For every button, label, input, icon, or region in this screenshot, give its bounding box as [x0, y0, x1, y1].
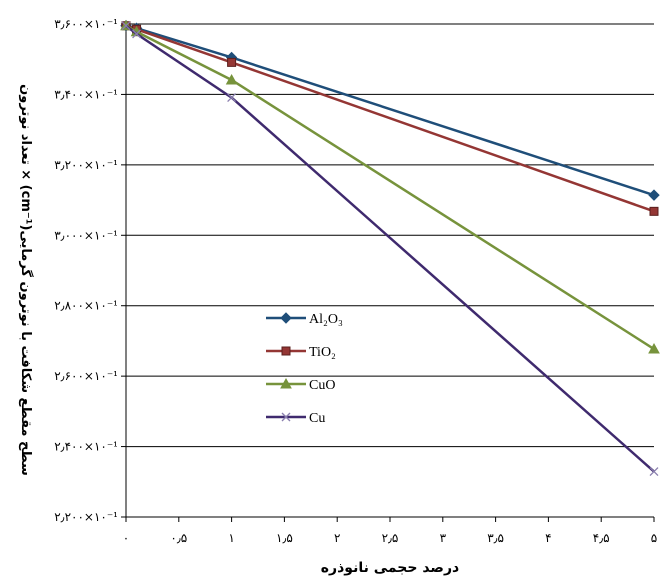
series-line-diamond	[125, 24, 655, 197]
y-tick-label: ۳٫۴۰۰×۱۰⁻¹	[54, 87, 118, 101]
x-tick-label: ۴	[545, 531, 551, 545]
data-point-square	[227, 57, 237, 67]
data-point-x	[132, 29, 142, 39]
legend-marker	[281, 412, 291, 422]
y-tick-label: ۲٫۲۰۰×۱۰⁻¹	[54, 510, 118, 524]
y-tick-label: ۲٫۸۰۰×۱۰⁻¹	[54, 299, 118, 313]
x-tick-label: ۰	[123, 531, 129, 545]
x-tick-label: ۱	[228, 531, 234, 545]
y-tick-label: ۲٫۶۰۰×۱۰⁻¹	[54, 369, 118, 383]
series	[120, 19, 660, 477]
legend-marker	[281, 346, 291, 356]
grid	[126, 23, 654, 448]
x-tick-label: ۳	[440, 531, 447, 545]
series-line-x	[125, 24, 655, 473]
x-tick-label: ۰٫۵	[170, 531, 187, 545]
axes	[121, 22, 655, 522]
y-axis-label: سطح مقطع شکافت با نوترون گرمایی(cm⁻¹) × …	[18, 84, 34, 476]
x-tick-label: ۱٫۵	[276, 531, 293, 545]
x-tick-label: ۲	[334, 531, 340, 545]
legend-marker	[280, 312, 292, 324]
x-tick-label: ۴٫۵	[593, 531, 610, 545]
y-tick-label: ۳٫۲۰۰×۱۰⁻¹	[54, 158, 118, 172]
legend-marker	[280, 377, 292, 389]
data-point-triangle	[225, 73, 238, 85]
legend-label: Al₂O₃	[309, 312, 343, 327]
legend-label: CuO	[309, 378, 335, 393]
data-point-x	[227, 93, 237, 103]
series-line-triangle	[125, 24, 655, 351]
y-tick-label: ۲٫۴۰۰×۱۰⁻¹	[54, 440, 118, 454]
legend: Al₂O₃ TiO₂ CuO Cu	[266, 312, 343, 426]
y-tick-label: ۳٫۶۰۰×۱۰⁻¹	[54, 17, 118, 31]
y-tick-labels: ۲٫۲۰۰×۱۰⁻¹ ۲٫۴۰۰×۱۰⁻¹ ۲٫۶۰۰×۱۰⁻¹ ۲٫۸۰۰×۱۰⁻¹…	[54, 17, 118, 524]
legend-label: Cu	[309, 411, 325, 426]
x-tick-labels: ۰ ۰٫۵ ۱ ۱٫۵ ۲ ۲٫۵ ۳ ۳٫۵ ۴ ۴٫۵ ۵	[123, 531, 657, 545]
y-tick-label: ۳٫۰۰۰×۱۰⁻¹	[54, 228, 118, 242]
x-tick-label: ۳٫۵	[487, 531, 504, 545]
series-line-square	[125, 24, 655, 213]
data-point-x	[649, 467, 659, 477]
data-point-x	[121, 21, 131, 31]
x-tick-label: ۵	[651, 531, 657, 545]
x-axis-label: درصد حجمی نانوذره	[321, 560, 459, 576]
legend-label: TiO₂	[309, 345, 336, 360]
data-point-square	[649, 206, 659, 216]
data-point-triangle	[648, 342, 660, 354]
x-tick-label: ۲٫۵	[382, 531, 399, 545]
data-point-diamond	[648, 189, 660, 201]
